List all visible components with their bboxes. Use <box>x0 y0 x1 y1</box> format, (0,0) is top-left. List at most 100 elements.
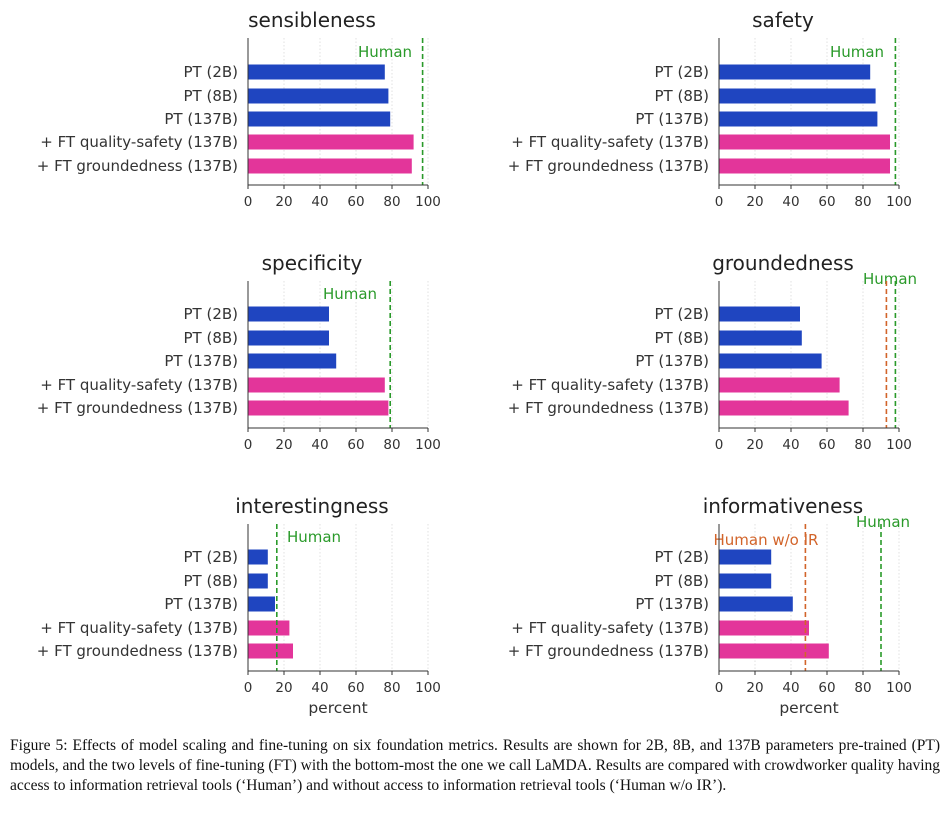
bar <box>248 596 275 612</box>
bar <box>248 158 412 174</box>
x-tick-label: 40 <box>782 194 799 210</box>
panel-title: groundedness <box>712 251 854 275</box>
x-axis-label: percent <box>308 699 367 717</box>
bar <box>248 353 337 369</box>
panel-groundedness: PT (2B) PT (8B) PT (137B) + FT quality-safe… <box>508 251 917 453</box>
bar <box>719 573 772 589</box>
reference-label: Human <box>358 43 412 61</box>
x-tick-label: 40 <box>782 680 799 696</box>
category-label: + FT groundedness (137B) <box>508 642 709 660</box>
panel-title: specificity <box>262 251 363 275</box>
figure-panels: PT (2B) PT (8B) PT (137B) + FT quality-safe… <box>37 8 917 717</box>
bar <box>248 134 414 150</box>
category-label: + FT groundedness (137B) <box>37 642 238 660</box>
category-label: PT (137B) <box>635 352 709 370</box>
x-tick-label: 40 <box>782 437 799 453</box>
category-label: PT (8B) <box>183 87 238 105</box>
category-label: + FT quality-safety (137B) <box>40 133 238 151</box>
x-tick-label: 80 <box>383 194 400 210</box>
panel-specificity: PT (2B) PT (8B) PT (137B) + FT quality-safe… <box>37 251 441 453</box>
bar <box>719 643 829 659</box>
bar <box>248 620 290 636</box>
bar <box>719 64 871 80</box>
category-label: PT (137B) <box>164 352 238 370</box>
x-tick-label: 80 <box>854 680 871 696</box>
category-label: PT (2B) <box>654 63 709 81</box>
category-label: PT (2B) <box>183 305 238 323</box>
category-label: + FT quality-safety (137B) <box>40 619 238 637</box>
x-tick-label: 60 <box>818 194 835 210</box>
x-tick-label: 60 <box>818 680 835 696</box>
x-tick-label: 40 <box>311 680 328 696</box>
category-label: PT (2B) <box>654 548 709 566</box>
x-tick-label: 100 <box>415 680 441 696</box>
bar <box>248 377 385 393</box>
bar <box>719 400 849 416</box>
category-label: + FT groundedness (137B) <box>508 157 709 175</box>
figure-caption: Figure 5: Effects of model scaling and f… <box>10 737 940 794</box>
bar <box>248 549 268 565</box>
x-tick-label: 80 <box>383 437 400 453</box>
x-tick-label: 20 <box>275 437 292 453</box>
x-tick-label: 0 <box>715 680 724 696</box>
bar <box>719 596 793 612</box>
x-tick-label: 20 <box>746 194 763 210</box>
reference-label: Human w/o IR <box>714 531 819 549</box>
bar <box>248 643 293 659</box>
bar <box>248 400 389 416</box>
x-tick-label: 40 <box>311 437 328 453</box>
reference-label: Human <box>287 528 341 546</box>
x-tick-label: 20 <box>746 437 763 453</box>
x-tick-label: 80 <box>383 680 400 696</box>
x-tick-label: 80 <box>854 194 871 210</box>
x-tick-label: 40 <box>311 194 328 210</box>
bar <box>248 573 268 589</box>
panel-safety: PT (2B) PT (8B) PT (137B) + FT quality-safe… <box>508 8 912 210</box>
category-label: PT (137B) <box>164 110 238 128</box>
x-tick-label: 0 <box>244 194 253 210</box>
panel-interestingness: PT (2B) PT (8B) PT (137B) + FT quality-safe… <box>37 494 441 717</box>
bar <box>719 88 876 104</box>
bar <box>719 330 802 346</box>
bar <box>248 64 385 80</box>
bar <box>248 88 389 104</box>
category-label: PT (8B) <box>654 87 709 105</box>
x-tick-label: 20 <box>746 680 763 696</box>
reference-label: Human <box>856 513 910 531</box>
x-tick-label: 0 <box>715 437 724 453</box>
x-axis-label: percent <box>779 699 838 717</box>
x-tick-label: 80 <box>854 437 871 453</box>
x-tick-label: 0 <box>244 437 253 453</box>
category-label: PT (2B) <box>183 548 238 566</box>
panel-informativeness: PT (2B) PT (8B) PT (137B) + FT quality-safe… <box>508 494 912 717</box>
x-tick-label: 60 <box>347 194 364 210</box>
bar <box>248 306 329 322</box>
category-label: + FT quality-safety (137B) <box>511 619 709 637</box>
bar <box>719 111 878 127</box>
category-label: PT (137B) <box>164 595 238 613</box>
bar <box>248 111 391 127</box>
x-tick-label: 20 <box>275 680 292 696</box>
category-label: + FT quality-safety (137B) <box>511 376 709 394</box>
category-label: PT (8B) <box>654 329 709 347</box>
category-label: + FT groundedness (137B) <box>508 399 709 417</box>
panel-title: interestingness <box>235 494 388 518</box>
reference-label: Human <box>323 285 377 303</box>
x-tick-label: 100 <box>886 680 912 696</box>
category-label: + FT groundedness (137B) <box>37 399 238 417</box>
panel-sensibleness: PT (2B) PT (8B) PT (137B) + FT quality-safe… <box>37 8 441 210</box>
x-tick-label: 60 <box>347 437 364 453</box>
x-tick-label: 100 <box>886 437 912 453</box>
reference-label: Human <box>830 43 884 61</box>
category-label: PT (137B) <box>635 110 709 128</box>
category-label: PT (8B) <box>654 572 709 590</box>
x-tick-label: 60 <box>347 680 364 696</box>
x-tick-label: 60 <box>818 437 835 453</box>
panel-title: informativeness <box>703 494 863 518</box>
category-label: PT (137B) <box>635 595 709 613</box>
category-label: PT (2B) <box>183 63 238 81</box>
category-label: + FT quality-safety (137B) <box>40 376 238 394</box>
category-label: + FT quality-safety (137B) <box>511 133 709 151</box>
bar <box>719 377 840 393</box>
panel-title: sensibleness <box>248 8 376 32</box>
